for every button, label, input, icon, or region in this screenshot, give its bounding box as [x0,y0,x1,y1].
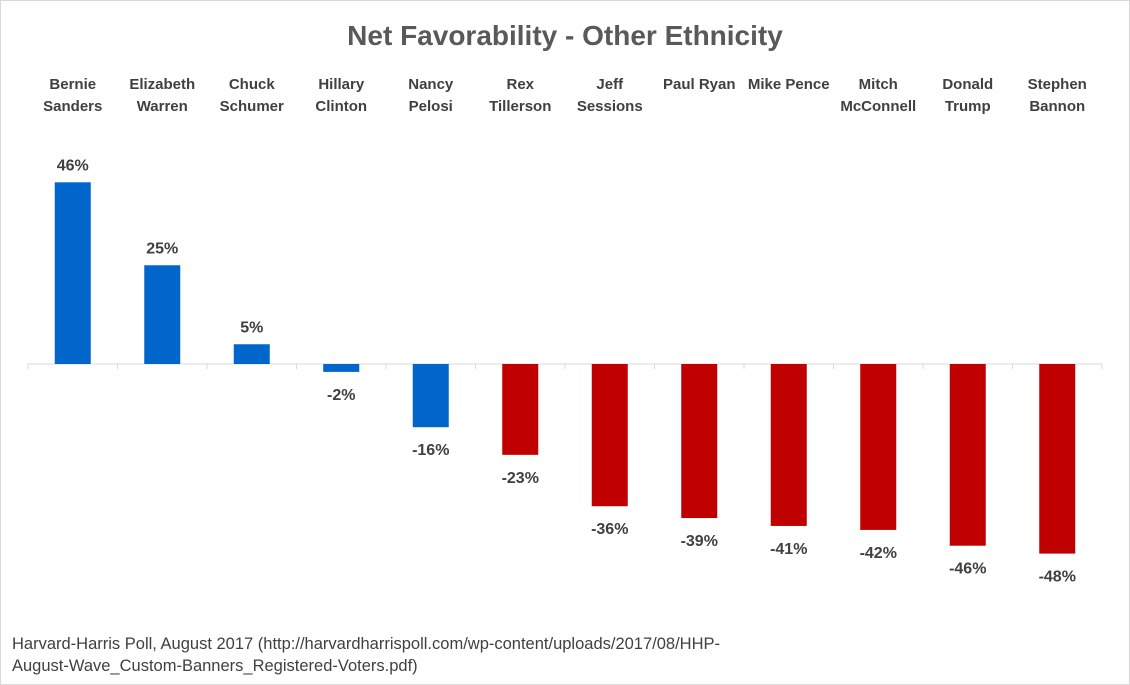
category-label: Elizabeth [129,76,195,93]
category-label: McConnell [840,98,916,115]
category-label: Jeff [596,76,624,93]
category-label: Hillary [318,76,365,93]
chart-title: Net Favorability - Other Ethnicity [347,20,783,51]
category-label: Rex [506,76,534,93]
category-label: Bannon [1029,98,1085,115]
category-label: Nancy [408,76,454,93]
source-line-1: Harvard-Harris Poll, August 2017 (http:/… [12,635,721,653]
data-label: -16% [412,442,449,459]
category-label: Chuck [229,76,276,93]
data-label: -48% [1039,569,1076,586]
bar [412,364,449,428]
data-label: -36% [591,521,628,538]
data-label: 46% [57,157,89,174]
bar [502,364,539,455]
bar [770,364,807,526]
bar [323,364,360,372]
data-label: -42% [860,545,897,562]
category-label: Sanders [43,98,102,115]
category-label: Clinton [315,98,367,115]
category-label: Donald [942,76,993,93]
data-label: -2% [327,387,355,404]
category-label: Tillerson [489,98,551,115]
bar [591,364,628,507]
bar [54,182,91,364]
bar [1039,364,1076,554]
data-label: 25% [146,240,178,257]
source-note: Harvard-Harris Poll, August 2017 (http:/… [12,633,1012,677]
category-label: Trump [945,98,991,115]
data-label: -41% [770,541,807,558]
category-label: Warren [137,98,188,115]
bar [233,344,270,364]
bar [949,364,986,546]
data-label: -46% [949,561,986,578]
data-label: -23% [502,470,539,487]
data-label: 5% [240,319,263,336]
category-label: Pelosi [409,98,453,115]
category-label: Mike Pence [748,76,830,93]
bar [860,364,897,530]
category-label: Mitch [859,76,898,93]
category-label: Sessions [577,98,643,115]
source-line-2: August-Wave_Custom-Banners_Registered-Vo… [12,657,418,675]
category-label: Schumer [220,98,284,115]
category-label: Stephen [1028,76,1087,93]
category-label: Paul Ryan [663,76,736,93]
category-label: Bernie [49,76,96,93]
data-label: -39% [681,533,718,550]
bar [681,364,718,519]
bar [144,265,181,364]
